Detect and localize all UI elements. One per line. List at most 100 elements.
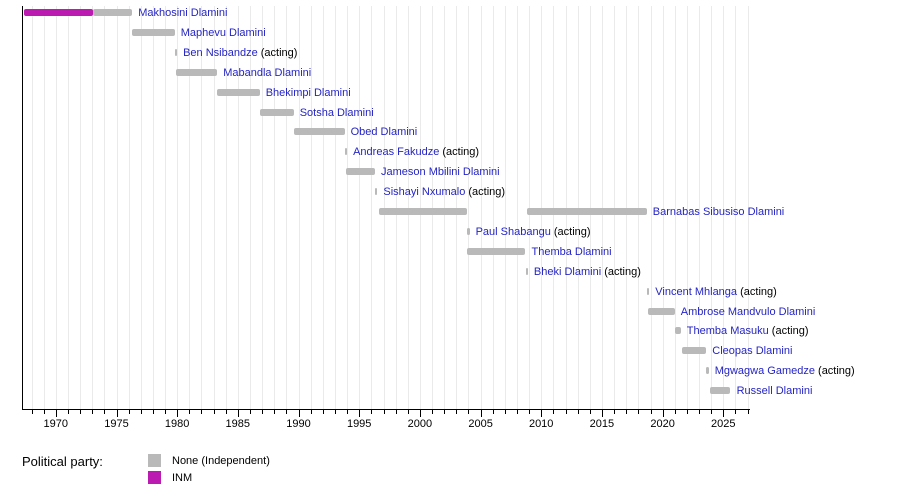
major-tick (723, 410, 725, 417)
year-gridline (577, 6, 579, 409)
year-gridline (80, 6, 81, 409)
x-axis-line (22, 409, 750, 410)
minor-tick (395, 410, 397, 414)
pm-link[interactable]: Mgwagwa Gamedze (714, 365, 815, 378)
pm-link[interactable]: Vincent Mhlanga (655, 285, 738, 298)
minor-tick (686, 410, 688, 414)
pm-link[interactable]: Jameson Mbilini Dlamini (381, 166, 500, 179)
axis-year-label: 2010 (528, 418, 554, 430)
pm-link[interactable]: Bhekimpi Dlamini (265, 86, 351, 99)
minor-tick (104, 410, 106, 414)
year-gridline (67, 6, 69, 409)
minor-tick (407, 410, 409, 414)
minor-tick (747, 410, 749, 414)
pm-row-label: Themba Masuku (acting) (687, 325, 809, 337)
legend: Political party: None (Independent) INM (0, 448, 900, 487)
pm-link[interactable]: Andreas Fakudze (353, 146, 440, 159)
axis-year-label: 2025 (711, 418, 736, 430)
minor-tick (504, 410, 506, 414)
pm-link[interactable]: Maphevu Dlamini (180, 26, 266, 39)
minor-tick (213, 410, 215, 414)
minor-tick (310, 410, 312, 414)
minor-tick (371, 410, 373, 414)
term-bar (93, 9, 133, 16)
legend-item-label: None (Independent) (172, 455, 270, 467)
pm-link[interactable]: Mabandla Dlamini (223, 66, 312, 79)
pm-link[interactable]: Obed Dlamini (350, 126, 418, 139)
none-party-swatch (148, 454, 161, 467)
plot-area: 1970 1975 1980 1985 1990 1995 2000 2005 2010 2015… (22, 6, 855, 430)
term-bar (24, 9, 94, 16)
year-gridline (747, 6, 749, 409)
pm-link[interactable]: Bheki Dlamini (533, 265, 602, 278)
pm-row-label: Obed Dlamini (351, 126, 418, 138)
pm-link[interactable]: Sotsha Dlamini (299, 106, 374, 119)
minor-tick (674, 410, 676, 414)
pm-link[interactable]: Ambrose Mandvulo Dlamini (680, 305, 816, 318)
term-bar (293, 128, 345, 136)
pm-row-label: Themba Dlamini (532, 246, 612, 258)
major-tick (541, 410, 543, 417)
pm-link[interactable]: Russell Dlamini (736, 385, 813, 398)
legend-title: Political party: (22, 454, 103, 469)
term-bar (378, 208, 468, 215)
year-gridline (735, 6, 737, 409)
year-gridline (444, 6, 446, 409)
year-gridline (92, 6, 94, 409)
pm-link[interactable]: Paul Shabangu (475, 225, 551, 238)
year-gridline (565, 6, 567, 409)
pm-link[interactable]: Cleopas Dlamini (712, 345, 793, 358)
year-gridline (128, 6, 130, 409)
pm-row-label: Ambrose Mandvulo Dlamini (681, 306, 816, 318)
year-gridline (189, 6, 191, 409)
year-gridline (699, 6, 700, 409)
minor-tick (383, 410, 385, 414)
year-gridline (480, 6, 482, 409)
year-gridline (626, 6, 628, 409)
minor-tick (468, 410, 470, 414)
year-gridline (650, 6, 652, 409)
year-gridline (541, 6, 543, 409)
term-bar (259, 108, 294, 116)
major-tick (480, 410, 482, 417)
pm-link[interactable]: Themba Masuku (686, 325, 769, 338)
year-gridline (456, 6, 458, 409)
minor-tick (565, 410, 567, 414)
year-gridline (347, 6, 349, 409)
pm-link[interactable]: Sishayi Nxumalo (383, 186, 466, 199)
minor-tick (650, 410, 652, 414)
pm-link[interactable]: Makhosini Dlamini (138, 7, 228, 19)
minor-tick (31, 410, 33, 414)
year-gridline (43, 6, 45, 409)
pm-link[interactable]: Barnabas Sibusiso Dlamini (652, 206, 785, 218)
year-gridline (31, 6, 33, 409)
minor-tick (128, 410, 130, 414)
year-gridline (177, 6, 179, 409)
year-gridline (55, 6, 57, 409)
minor-tick (638, 410, 640, 414)
year-gridline (140, 6, 142, 409)
minor-tick (274, 410, 276, 414)
axis-year-label: 2000 (407, 418, 433, 430)
year-gridline (165, 6, 166, 409)
minor-tick (432, 410, 433, 414)
year-gridline (492, 6, 494, 409)
inm-party-swatch (148, 471, 161, 484)
year-gridline (274, 6, 276, 409)
major-tick (177, 410, 179, 417)
major-tick (601, 410, 603, 417)
major-tick (359, 410, 361, 417)
acting-suffix: (acting) (468, 186, 506, 199)
pm-row-label: Cleopas Dlamini (712, 345, 792, 357)
major-tick (237, 410, 239, 417)
year-gridline (225, 6, 227, 409)
pm-link[interactable]: Themba Dlamini (531, 245, 612, 258)
axis-year-label: 2015 (589, 418, 615, 430)
year-gridline (310, 6, 312, 409)
minor-tick (444, 410, 446, 414)
year-gridline (723, 6, 725, 409)
pm-link[interactable]: Ben Nsibandze (183, 46, 258, 59)
minor-tick (492, 410, 494, 414)
minor-tick (699, 410, 700, 414)
